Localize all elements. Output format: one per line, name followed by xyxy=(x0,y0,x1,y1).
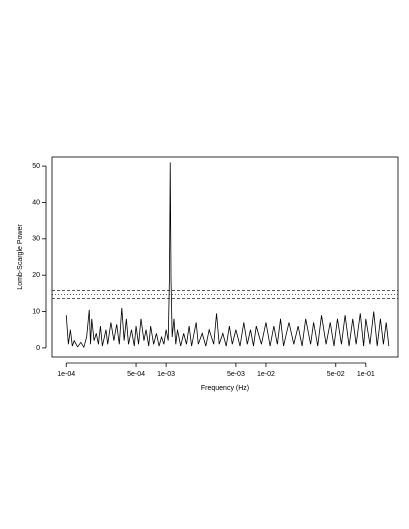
x-axis-label: Frequency (Hz) xyxy=(201,385,249,392)
x-tick-label: 1e-03 xyxy=(157,371,175,378)
y-tick-label: 0 xyxy=(36,345,40,352)
plot-box xyxy=(51,156,399,358)
x-tick-label: 5e-04 xyxy=(127,371,145,378)
y-tick-label: 40 xyxy=(32,199,40,206)
x-tick-label: 5e-02 xyxy=(327,371,345,378)
x-tick-label: 1e-04 xyxy=(57,371,75,378)
y-tick-label: 50 xyxy=(32,163,40,170)
series-line xyxy=(65,162,390,349)
y-tick-label: 30 xyxy=(32,236,40,243)
x-tick-label: 1e-02 xyxy=(257,371,275,378)
x-tick-label: 1e-01 xyxy=(357,371,375,378)
y-tick-label: 10 xyxy=(32,308,40,315)
y-tick-label: 20 xyxy=(32,272,40,279)
x-tick-label: 5e-03 xyxy=(227,371,245,378)
y-axis-label: Lomb-Scargle Power xyxy=(17,224,24,290)
